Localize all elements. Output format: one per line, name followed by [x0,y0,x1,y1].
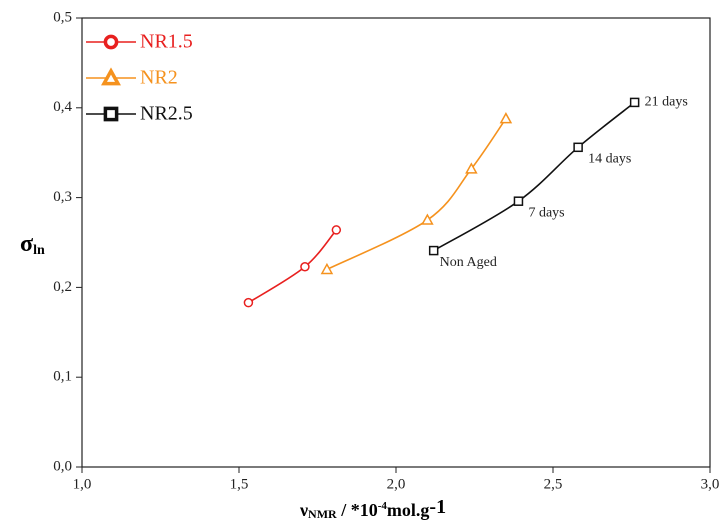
series-line [326,118,507,271]
legend-label: NR1.5 [140,31,193,53]
y-label-sub: ln [33,243,45,258]
x-label-text: mol.g [387,500,430,520]
x-tick-label: 2,0 [387,476,406,492]
x-label-sub: NMR [308,507,337,521]
y-tick-label: 0,2 [53,279,72,295]
x-label-sup: -1 [429,496,446,518]
marker [421,213,434,225]
series-line [247,229,337,304]
legend-marker [103,106,119,122]
marker [465,162,478,174]
legend-marker [103,34,119,50]
legend-marker [101,67,121,86]
marker [320,262,334,275]
y-label-symbol: σ [20,231,33,257]
x-label-text: / *10 [337,500,378,520]
point-label: 14 days [588,152,631,167]
x-label-sup: -4 [378,500,388,512]
x-tick-label: 3,0 [701,476,720,492]
y-tick-label: 0,0 [53,458,72,474]
marker [300,261,310,272]
marker [428,245,439,256]
marker [573,142,583,153]
x-axis-label: νNMR / *10-4mol.g-1 [299,496,446,521]
y-tick-label: 0,4 [53,99,72,115]
x-label-symbol: ν [299,500,308,520]
marker [499,112,513,124]
legend-label: NR2 [140,67,178,89]
y-tick-label: 0,1 [53,369,72,385]
point-label: 7 days [528,205,564,220]
y-axis-label: σln [20,231,45,259]
x-tick-label: 1,0 [73,476,92,492]
point-label: 21 days [645,95,688,110]
series-line [433,101,636,252]
point-label: Non Aged [440,255,497,270]
marker [629,97,640,108]
y-tick-label: 0,5 [53,9,72,25]
marker [513,196,524,206]
x-tick-label: 1,5 [230,476,249,492]
legend-label: NR2.5 [140,103,193,125]
y-tick-label: 0,3 [53,189,72,205]
marker [331,225,342,235]
marker [243,297,254,308]
x-tick-label: 2,5 [544,476,563,492]
